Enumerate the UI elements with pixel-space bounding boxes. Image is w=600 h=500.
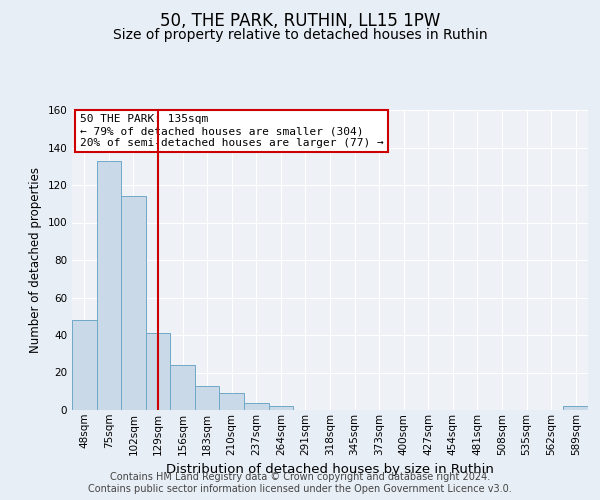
Bar: [146, 333, 170, 410]
Bar: [269, 406, 293, 410]
Bar: [121, 196, 146, 410]
X-axis label: Distribution of detached houses by size in Ruthin: Distribution of detached houses by size …: [166, 463, 494, 476]
Bar: [195, 386, 220, 410]
Bar: [72, 320, 97, 410]
Bar: [220, 393, 244, 410]
Bar: [563, 406, 588, 410]
Text: Size of property relative to detached houses in Ruthin: Size of property relative to detached ho…: [113, 28, 487, 42]
Text: 50 THE PARK: 135sqm
← 79% of detached houses are smaller (304)
20% of semi-detac: 50 THE PARK: 135sqm ← 79% of detached ho…: [80, 114, 383, 148]
Bar: [170, 365, 195, 410]
Bar: [97, 160, 121, 410]
Text: Contains HM Land Registry data © Crown copyright and database right 2024.: Contains HM Land Registry data © Crown c…: [110, 472, 490, 482]
Y-axis label: Number of detached properties: Number of detached properties: [29, 167, 42, 353]
Bar: [244, 402, 269, 410]
Text: Contains public sector information licensed under the Open Government Licence v3: Contains public sector information licen…: [88, 484, 512, 494]
Text: 50, THE PARK, RUTHIN, LL15 1PW: 50, THE PARK, RUTHIN, LL15 1PW: [160, 12, 440, 30]
